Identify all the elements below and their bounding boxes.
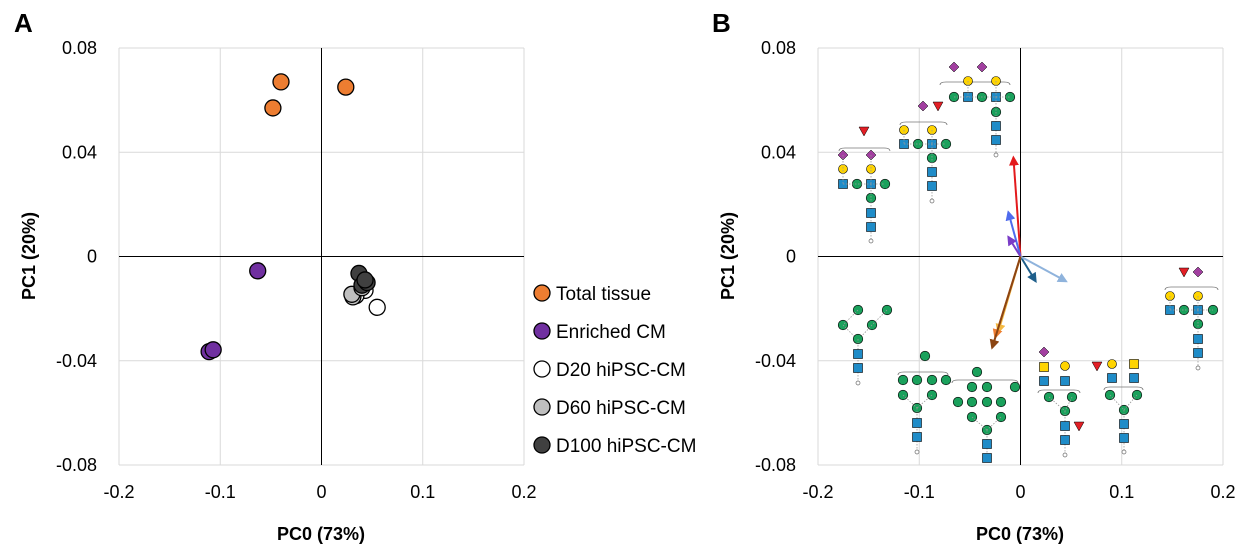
panel-b-xtick-label: -0.1 — [904, 482, 935, 502]
loading-vector-arrow — [989, 256, 1022, 350]
panel-a-ytick-label: 0.08 — [62, 38, 97, 58]
loading-vector-arrow — [1007, 235, 1022, 258]
loading-vector-arrow — [1020, 255, 1068, 283]
panel-a: A -0.2 -0.1 0 0.1 0.2 0.08 0.04 0 -0.04 -0.08 PC0… — [14, 8, 696, 544]
glycan-icon — [837, 61, 1016, 244]
panel-a-letter: A — [14, 8, 33, 38]
legend-marker — [533, 436, 551, 454]
panel-a-xlabel: PC0 (73%) — [277, 524, 365, 544]
panel-b-ytick-label: -0.08 — [755, 455, 796, 475]
glycan-icon — [837, 304, 1021, 463]
legend-marker — [533, 322, 551, 340]
legend-label: D20 hiPSC-CM — [556, 360, 686, 381]
panel-a-xtick-label: 0 — [316, 482, 326, 502]
panel-b-xtick-label: -0.2 — [802, 482, 833, 502]
panel-a-xtick-label: 0.1 — [410, 482, 435, 502]
panel-a-ytick-label: -0.08 — [56, 455, 97, 475]
data-point — [356, 271, 374, 289]
panel-b-xtick-label: 0 — [1015, 482, 1025, 502]
panel-a-ylabel: PC1 (20%) — [19, 212, 39, 300]
panel-a-ticks: -0.2 -0.1 0 0.1 0.2 0.08 0.04 0 -0.04 -0.08 — [56, 38, 537, 502]
panel-a-grid — [118, 47, 525, 466]
panel-b-xtick-label: 0.1 — [1109, 482, 1134, 502]
glycan-icon — [1037, 346, 1144, 458]
data-point — [368, 298, 386, 316]
panel-b-ytick-label: -0.04 — [755, 351, 796, 371]
data-point — [264, 99, 282, 117]
panel-b-ticks: -0.2 -0.1 0 0.1 0.2 0.08 0.04 0 -0.04 -0.08 — [755, 38, 1236, 502]
legend-label: Total tissue — [556, 284, 651, 305]
loading-vector-arrow — [1008, 155, 1022, 257]
glycan-structure-icons — [837, 61, 1219, 463]
legend-label: D100 hiPSC-CM — [556, 436, 696, 457]
legend-label: D60 hiPSC-CM — [556, 398, 686, 419]
panel-a-ytick-label: 0.04 — [62, 142, 97, 162]
panel-a-points — [200, 73, 386, 361]
loading-vector-arrow — [1019, 255, 1037, 283]
panel-b-xlabel: PC0 (73%) — [976, 524, 1064, 544]
panel-a-ytick-label: -0.04 — [56, 351, 97, 371]
legend-marker — [533, 398, 551, 416]
data-point — [272, 73, 290, 91]
data-point — [249, 262, 267, 280]
panel-b-ytick-label: 0 — [786, 247, 796, 267]
legend-label: Enriched CM — [556, 322, 666, 343]
panel-a-xtick-label: -0.1 — [205, 482, 236, 502]
loading-vector-arrow — [1005, 210, 1022, 257]
panel-b-ytick-label: 0.04 — [761, 142, 796, 162]
panel-b-letter: B — [712, 8, 731, 38]
panel-b: B -0.2 -0.1 0 0.1 0.2 0.08 0.04 0 -0.04 -0.08 PC0… — [712, 8, 1236, 544]
panel-b-xtick-label: 0.2 — [1210, 482, 1235, 502]
legend-marker — [533, 284, 551, 302]
data-point — [337, 78, 355, 96]
glycan-icon — [1164, 266, 1219, 371]
panel-b-grid — [817, 47, 1224, 466]
panel-b-loading-vectors — [989, 155, 1068, 350]
panel-b-ylabel: PC1 (20%) — [718, 212, 738, 300]
legend-marker — [533, 360, 551, 378]
panel-b-ytick-label: 0.08 — [761, 38, 796, 58]
panel-a-ytick-label: 0 — [87, 247, 97, 267]
panel-a-xtick-label: 0.2 — [511, 482, 536, 502]
panel-a-legend: Total tissue Enriched CM D20 hiPSC-CM D60 h… — [533, 284, 696, 457]
panel-a-xtick-label: -0.2 — [103, 482, 134, 502]
data-point — [204, 341, 222, 359]
